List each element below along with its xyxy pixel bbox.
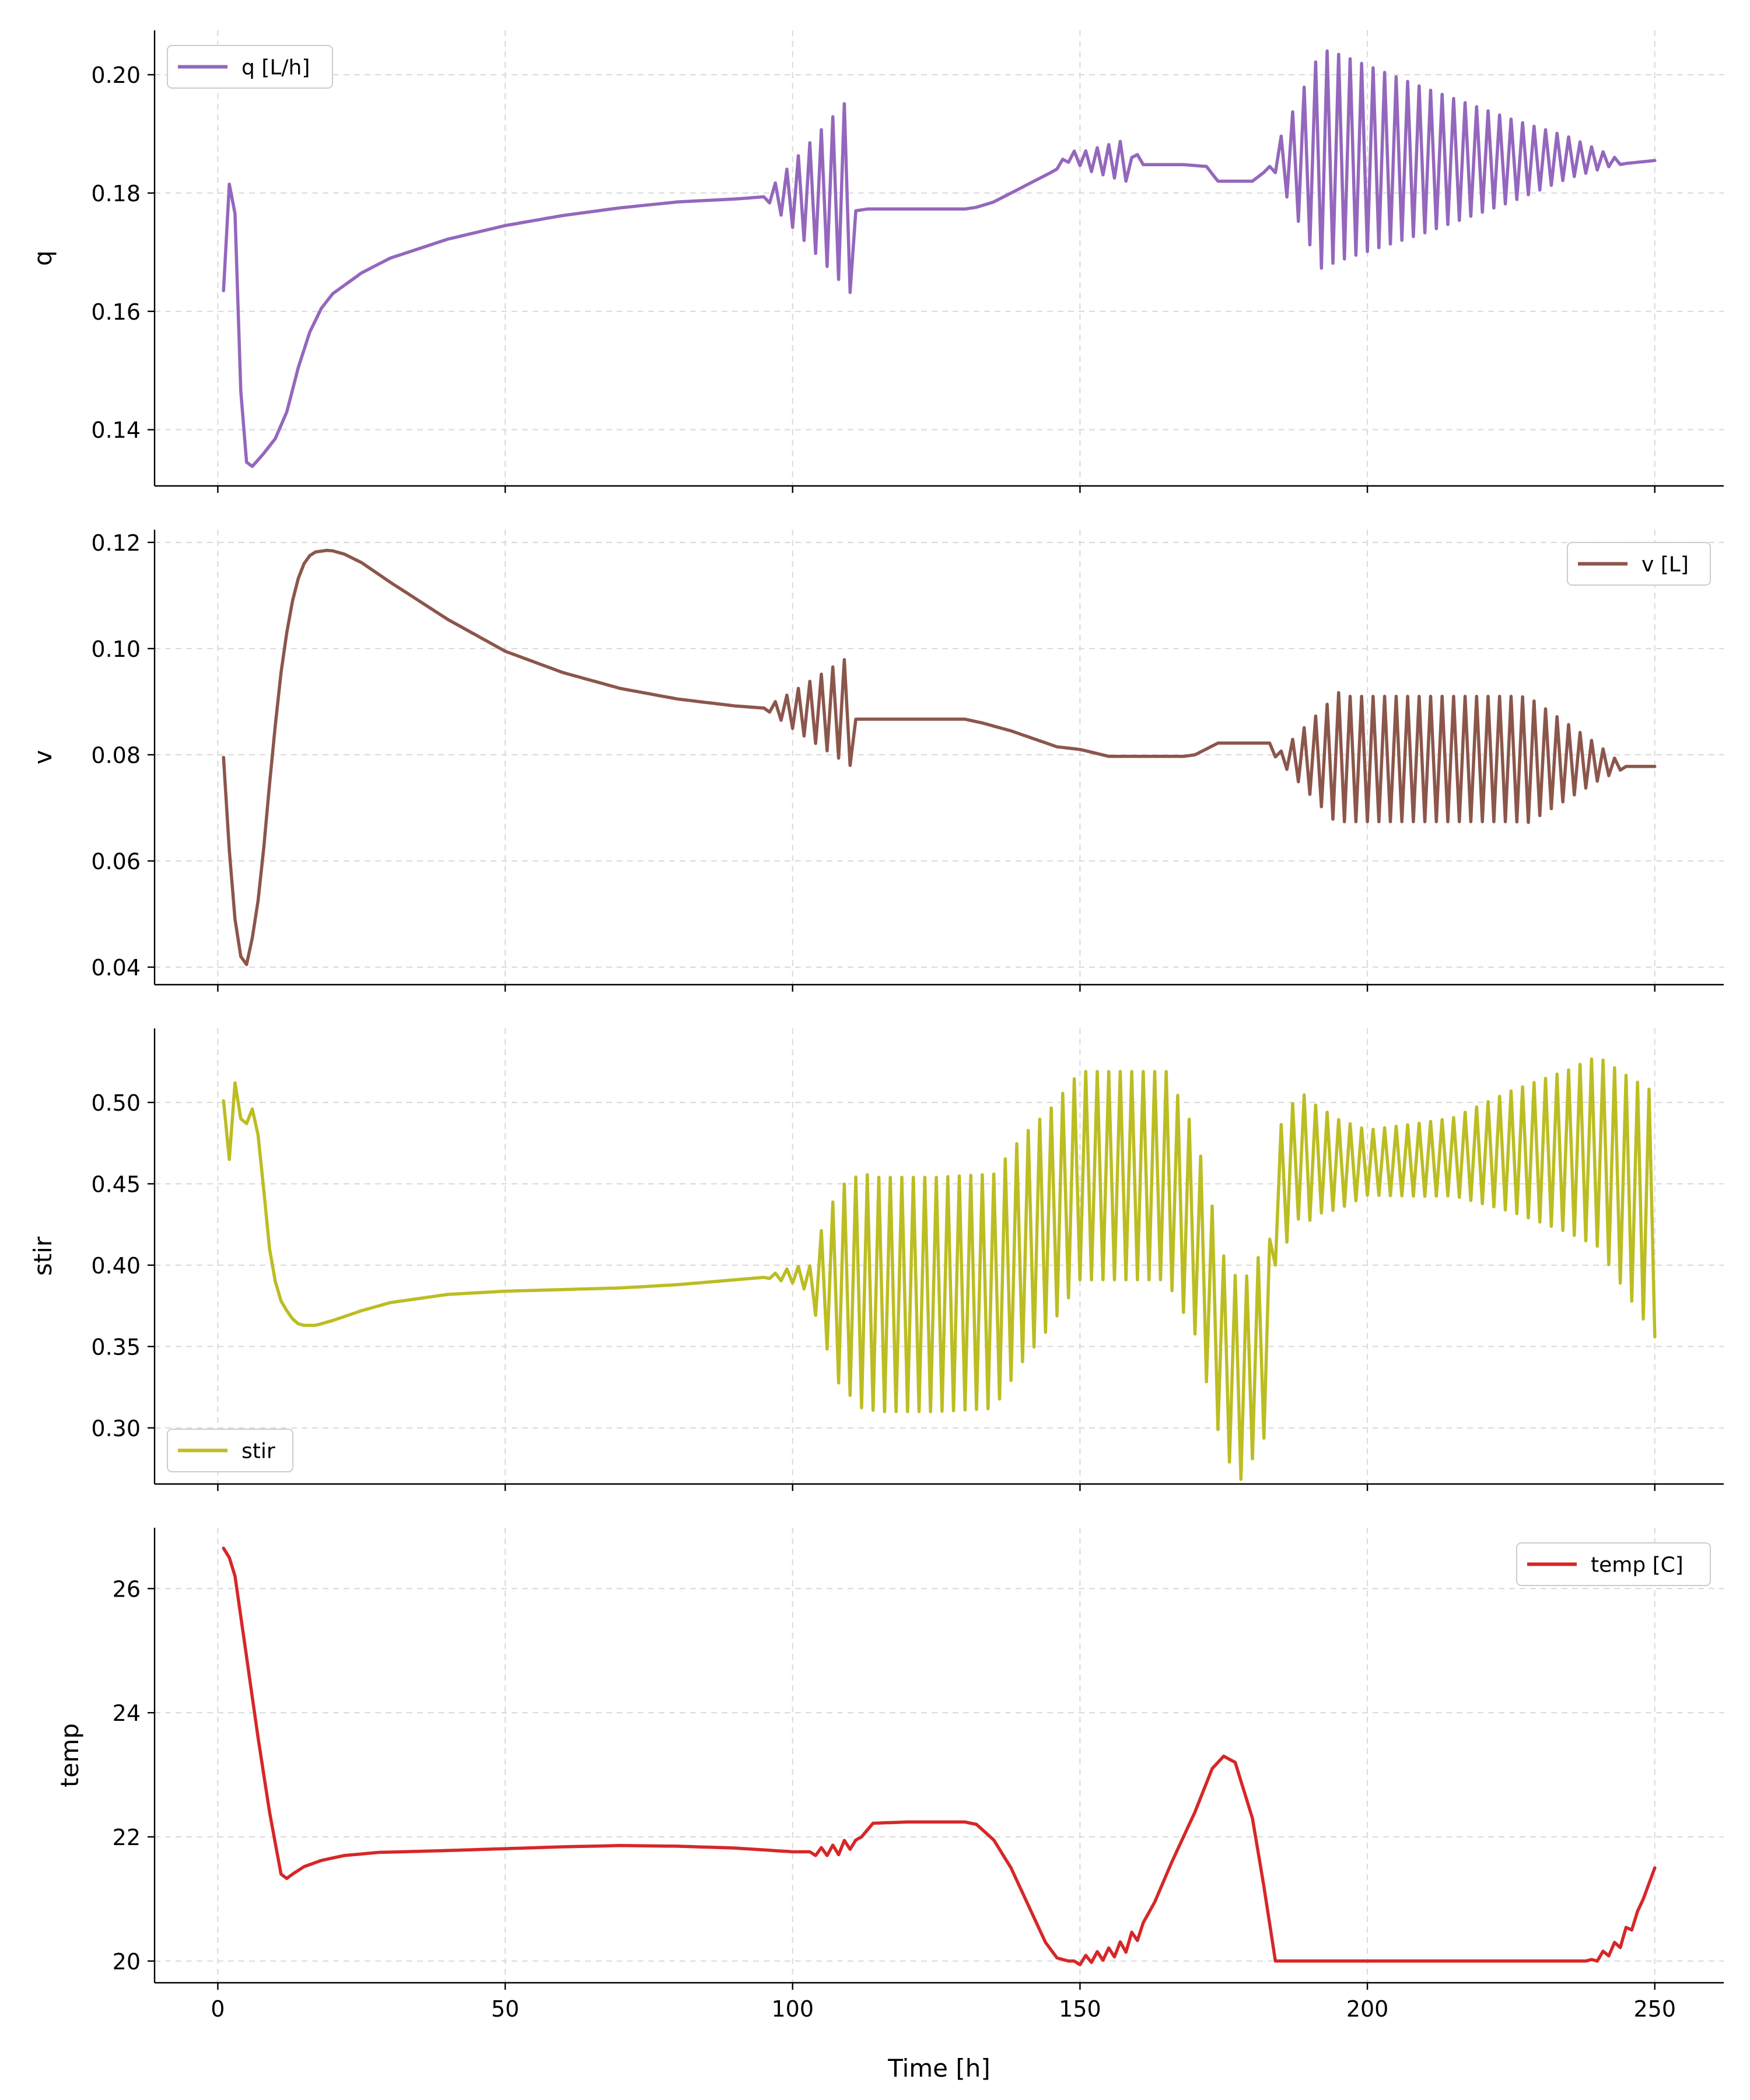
legend-box-v [1567,542,1711,586]
series-line-temp [222,1546,1657,1966]
y-tick-label: 0.12 [91,530,141,556]
series-line-stir [222,1057,1657,1481]
y-tick-label: 0.04 [91,955,141,981]
spines-stir [153,1028,1724,1485]
x-tick-label: 150 [1059,1996,1101,2022]
y-axis-label-temp: temp [55,1723,84,1787]
x-ticks-q [217,486,1656,493]
legend-label-q: q [L/h] [242,56,310,80]
x-ticks-v [217,985,1656,992]
y-tick-label: 0.50 [91,1090,141,1116]
y-tick-label: 0.40 [91,1253,141,1279]
y-axis-label-v: v [29,750,57,765]
y-tick-label: 20 [113,1949,141,1975]
y-tick-label: 0.45 [91,1171,141,1197]
legend-box-temp [1516,1542,1711,1586]
y-tick-label: 24 [113,1700,141,1726]
legend-v: v [L] [1567,542,1711,586]
x-ticks-temp: 0 50 100 150 200 250 [211,1983,1676,2022]
spines-v [153,530,1724,986]
x-axis-label-time: Time [h] [887,2054,991,2082]
legend-label-temp: temp [C] [1591,1553,1684,1577]
y-tick-label: 0.06 [91,849,141,874]
panel-q: 0.14 0.16 0.18 0.20 q q [L/h] [29,30,1724,493]
legend-temp: temp [C] [1516,1542,1711,1586]
panel-stir: 0.30 0.35 0.40 0.45 0.50 stir stir [29,1028,1724,1491]
y-ticks-q: 0.14 0.16 0.18 0.20 [91,62,155,443]
y-ticks-stir: 0.30 0.35 0.40 0.45 0.50 [91,1090,155,1441]
panel-temp: 20 22 24 26 0 50 100 150 200 250 temp Time [h] t… [55,1528,1724,2082]
legend-stir: stir [167,1429,293,1472]
panel-v: 0.04 0.06 0.08 0.10 0.12 v v [L] [29,530,1724,992]
y-tick-label: 0.16 [91,299,141,325]
legend-box-q [167,45,333,89]
x-tick-label: 0 [211,1996,225,2022]
x-tick-label: 200 [1346,1996,1389,2022]
y-ticks-temp: 20 22 24 26 [113,1576,155,1975]
legend-box-stir [167,1429,293,1472]
x-tick-label: 50 [491,1996,519,2022]
y-tick-label: 0.10 [91,636,141,662]
series-line-q [222,49,1657,468]
y-tick-label: 0.14 [91,418,141,443]
y-axis-label-stir: stir [29,1236,57,1276]
y-tick-label: 0.20 [91,62,141,88]
x-tick-label: 100 [771,1996,814,2022]
series-line-v [222,548,1657,967]
y-axis-label-q: q [29,250,57,266]
spines-temp [153,1528,1724,1984]
legend-q: q [L/h] [167,45,333,89]
legend-label-stir: stir [242,1440,275,1464]
y-tick-label: 22 [113,1825,141,1850]
x-tick-label: 250 [1633,1996,1676,2022]
y-tick-label: 0.18 [91,181,141,206]
grid-stir [155,1028,1724,1484]
y-tick-label: 0.30 [91,1416,141,1441]
x-ticks-stir [217,1484,1656,1491]
y-tick-label: 0.08 [91,743,141,768]
y-tick-label: 26 [113,1576,141,1602]
spines-q [153,30,1724,487]
y-ticks-v: 0.04 0.06 0.08 0.10 0.12 [91,530,155,981]
y-tick-label: 0.35 [91,1334,141,1360]
legend-label-v: v [L] [1642,553,1689,577]
